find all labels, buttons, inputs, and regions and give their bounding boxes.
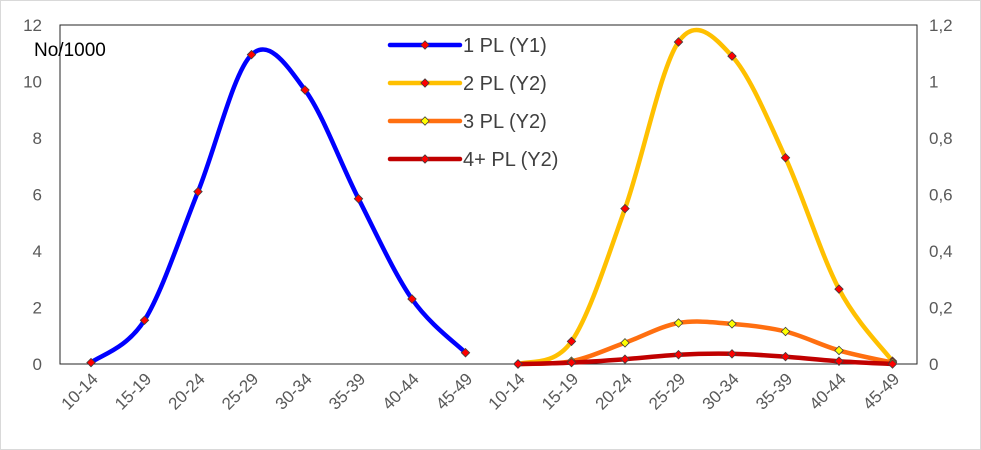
legend-marker xyxy=(420,40,430,50)
data-point xyxy=(673,318,684,328)
data-point xyxy=(887,359,898,369)
y2-tick-label: 0,6 xyxy=(929,186,953,205)
legend-marker xyxy=(420,78,430,88)
data-point xyxy=(513,359,523,369)
data-point xyxy=(673,37,684,47)
y1-tick-label: 8 xyxy=(33,129,42,148)
data-point xyxy=(780,326,791,337)
data-point xyxy=(673,349,684,360)
y2-tick-label: 1,2 xyxy=(929,16,953,35)
y1-tick-label: 6 xyxy=(33,186,42,205)
data-point xyxy=(566,336,577,347)
y1-tick-labels: 0 2 4 6 8 10 12 xyxy=(23,16,42,374)
y2-tick-labels: 0 0,2 0,4 0,6 0,8 1 1,2 xyxy=(929,16,953,374)
legend-marker xyxy=(420,116,430,126)
legend-label: 2 PL (Y2) xyxy=(463,73,547,95)
data-point xyxy=(834,345,844,356)
y1-tick-label: 4 xyxy=(33,242,42,261)
data-point xyxy=(780,351,791,362)
data-point xyxy=(353,193,364,204)
data-point xyxy=(246,49,257,60)
data-point xyxy=(460,347,471,358)
data-point xyxy=(727,319,737,329)
y1-tick-label: 10 xyxy=(23,73,42,92)
data-point xyxy=(620,203,630,214)
y1-tick-label: 0 xyxy=(33,355,42,374)
legend-label: 3 PL (Y2) xyxy=(463,111,547,133)
data-point xyxy=(566,357,577,368)
y2-tick-label: 0,2 xyxy=(929,299,953,318)
data-point xyxy=(86,357,96,368)
data-point xyxy=(620,338,630,348)
data-point xyxy=(727,51,737,61)
y2-tick-label: 0 xyxy=(929,355,938,374)
series-line xyxy=(515,27,895,367)
legend-label: 4+ PL (Y2) xyxy=(463,149,558,171)
series-line xyxy=(88,47,468,365)
data-point xyxy=(407,294,417,304)
y2-tick-label: 0,4 xyxy=(929,242,953,261)
data-point xyxy=(727,349,737,359)
data-point xyxy=(300,85,310,95)
data-point xyxy=(834,356,844,366)
legend-label: 1 PL (Y1) xyxy=(463,35,547,57)
y2-tick-label: 1 xyxy=(929,73,938,92)
y-axis-unit-label: No/1000 xyxy=(34,40,106,61)
y2-tick-label: 0,8 xyxy=(929,129,953,148)
data-point xyxy=(780,153,791,163)
plot-area xyxy=(59,24,918,365)
legend-marker xyxy=(420,154,430,164)
data-point xyxy=(193,186,203,197)
legend: 1 PL (Y1) 2 PL (Y2) 3 PL (Y2) 4+ PL (Y2) xyxy=(387,35,558,171)
series-layer xyxy=(86,27,898,369)
data-point xyxy=(834,284,844,294)
data-point xyxy=(620,354,630,364)
y1-tick-label: 2 xyxy=(33,299,42,318)
data-point xyxy=(139,315,150,325)
y1-tick-label: 12 xyxy=(23,16,42,35)
